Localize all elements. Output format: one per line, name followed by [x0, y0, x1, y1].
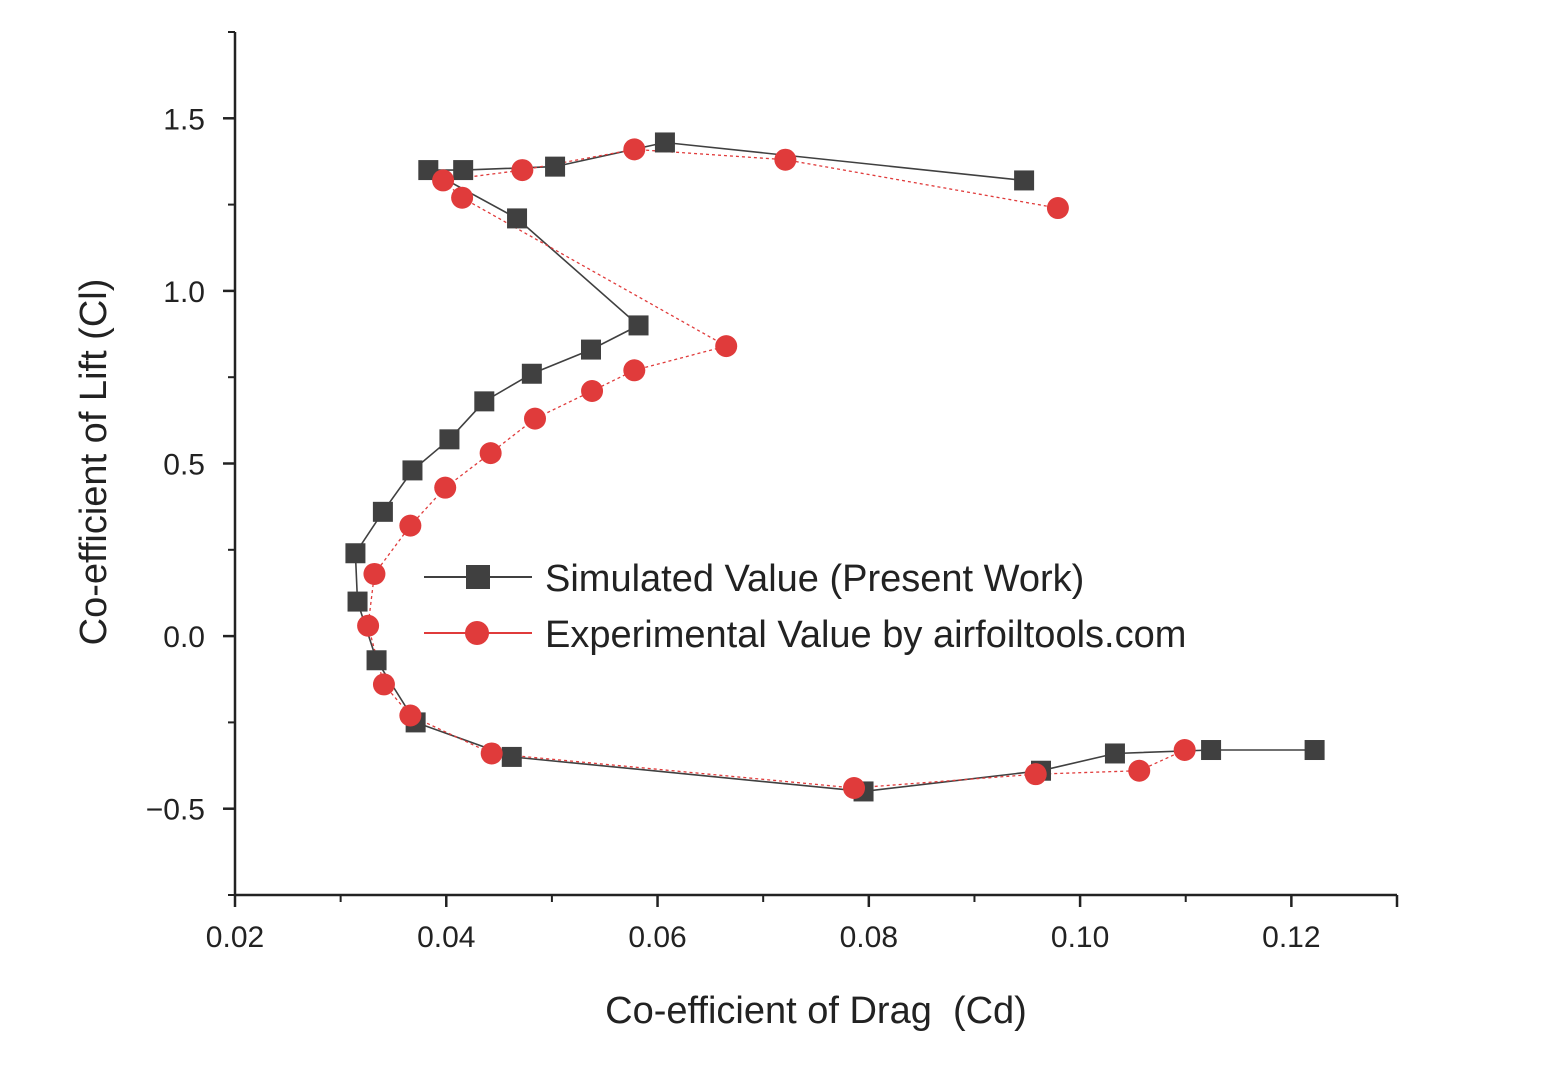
data-point-experimental [623, 359, 646, 382]
data-point-simulated [1304, 740, 1325, 761]
data-point-experimental [843, 776, 866, 799]
data-point-experimental [372, 673, 395, 696]
data-point-experimental [480, 742, 503, 765]
legend: Simulated Value (Present Work) Experimen… [424, 558, 1186, 656]
data-point-experimental [511, 159, 534, 182]
legend-marker-simulated [466, 565, 490, 589]
data-point-experimental [432, 169, 455, 192]
x-tick-label: 0.06 [628, 921, 686, 954]
data-point-simulated [439, 429, 460, 450]
legend-label-experimental: Experimental Value by airfoiltools.com [545, 614, 1186, 656]
data-point-experimental [357, 614, 380, 637]
x-tick-label: 0.04 [417, 921, 475, 954]
data-point-simulated [474, 391, 495, 412]
data-point-experimental [1046, 197, 1069, 220]
data-point-experimental [1024, 763, 1047, 786]
data-point-experimental [1128, 759, 1151, 782]
data-point-simulated [628, 315, 649, 336]
data-point-experimental [363, 562, 386, 585]
y-tick-label: 1.5 [163, 103, 205, 136]
data-point-simulated [545, 156, 566, 177]
data-point-simulated [418, 160, 439, 181]
series-layer [345, 132, 1325, 802]
x-tick-label: 0.08 [840, 921, 898, 954]
y-ticks: −0.5 0.0 0.5 1.0 1.5 [146, 31, 235, 896]
data-point-simulated [1104, 743, 1125, 764]
series-line-experimental [367, 148, 1185, 789]
y-axis-title: Co-efficient of Lift (Cl) [73, 279, 115, 646]
y-tick-label: 1.0 [163, 276, 205, 309]
data-point-simulated [501, 746, 522, 767]
data-point-simulated [402, 460, 423, 481]
data-point-simulated [521, 363, 542, 384]
data-point-experimental [434, 476, 457, 499]
data-point-simulated [453, 160, 474, 181]
data-point-simulated [580, 339, 601, 360]
data-point-experimental [581, 380, 604, 403]
x-tick-label: 0.02 [206, 921, 264, 954]
x-tick-label: 0.12 [1262, 921, 1320, 954]
data-point-experimental [451, 186, 474, 209]
data-point-simulated [1014, 170, 1035, 191]
legend-marker-experimental [465, 621, 489, 645]
data-point-simulated [345, 543, 366, 564]
data-point-simulated [507, 208, 528, 229]
legend-label-simulated: Simulated Value (Present Work) [545, 558, 1084, 600]
y-tick-label: −0.5 [146, 794, 205, 827]
series-line-simulated [354, 141, 1315, 793]
x-ticks: 0.02 0.04 0.06 0.08 0.10 0.12 [206, 895, 1399, 954]
y-tick-label: 0.5 [163, 449, 205, 482]
data-point-experimental [774, 148, 797, 171]
data-point-experimental [623, 138, 646, 161]
x-tick-label: 0.10 [1051, 921, 1109, 954]
data-point-simulated [366, 650, 387, 671]
data-point-simulated [347, 591, 368, 612]
x-axis-title: Co-efficient of Drag (Cd) [605, 990, 1027, 1032]
data-point-experimental [399, 704, 422, 727]
data-point-experimental [479, 442, 502, 465]
data-point-experimental [524, 407, 547, 430]
data-point-experimental [399, 514, 422, 537]
y-tick-label: 0.0 [163, 621, 205, 654]
data-point-experimental [1173, 739, 1196, 762]
data-point-simulated [654, 132, 675, 153]
data-point-experimental [715, 335, 738, 358]
data-point-simulated [1201, 740, 1222, 761]
data-point-simulated [372, 501, 393, 522]
